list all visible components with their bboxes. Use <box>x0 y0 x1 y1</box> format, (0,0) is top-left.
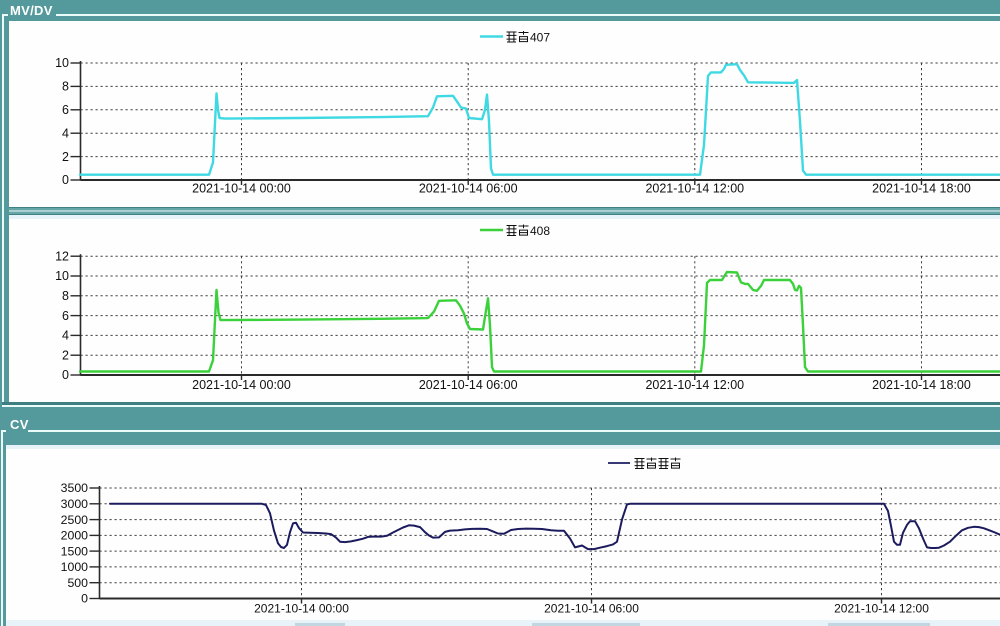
svg-text:2021-10-14 06:00: 2021-10-14 06:00 <box>544 602 639 616</box>
svg-text:2021-10-14 18:00: 2021-10-14 18:00 <box>872 378 971 392</box>
svg-text:4: 4 <box>62 329 69 343</box>
svg-text:8: 8 <box>62 289 69 303</box>
svg-text:2021-10-14 12:00: 2021-10-14 12:00 <box>834 602 929 616</box>
svg-text:2021-10-14 12:00: 2021-10-14 12:00 <box>645 182 744 196</box>
svg-text:0: 0 <box>62 173 69 187</box>
svg-text:0: 0 <box>81 592 88 606</box>
svg-text:408: 408 <box>530 224 550 238</box>
svg-text:3000: 3000 <box>61 497 89 511</box>
svg-text:2021-10-14 00:00: 2021-10-14 00:00 <box>254 602 349 616</box>
svg-text:407: 407 <box>530 31 550 45</box>
svg-text:6: 6 <box>62 309 69 323</box>
svg-text:2: 2 <box>62 348 69 362</box>
svg-text:2: 2 <box>62 150 69 164</box>
svg-text:0: 0 <box>62 368 69 382</box>
svg-text:2500: 2500 <box>61 513 89 527</box>
svg-text:8: 8 <box>62 80 69 94</box>
svg-text:2000: 2000 <box>61 529 89 543</box>
svg-text:1000: 1000 <box>61 560 89 574</box>
svg-text:10: 10 <box>55 56 69 70</box>
svg-text:2021-10-14 06:00: 2021-10-14 06:00 <box>419 378 518 392</box>
svg-text:2021-10-14 00:00: 2021-10-14 00:00 <box>192 182 291 196</box>
svg-text:2021-10-14 12:00: 2021-10-14 12:00 <box>645 378 744 392</box>
svg-text:1500: 1500 <box>61 544 89 558</box>
svg-text:6: 6 <box>62 103 69 117</box>
svg-text:3500: 3500 <box>61 481 89 495</box>
svg-text:2021-10-14 00:00: 2021-10-14 00:00 <box>192 378 291 392</box>
svg-text:2021-10-14 06:00: 2021-10-14 06:00 <box>419 182 518 196</box>
svg-text:12: 12 <box>55 249 69 263</box>
svg-text:2021-10-14 18:00: 2021-10-14 18:00 <box>872 182 971 196</box>
svg-text:4: 4 <box>62 126 69 140</box>
svg-text:500: 500 <box>67 576 88 590</box>
svg-text:10: 10 <box>55 269 69 283</box>
